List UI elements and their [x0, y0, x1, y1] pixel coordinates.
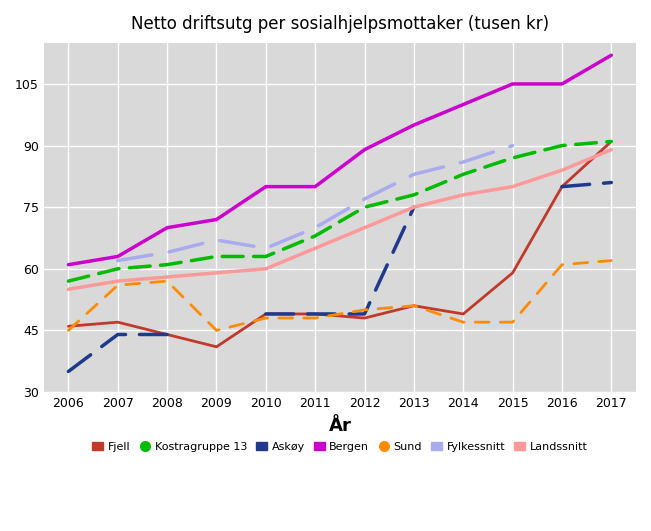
Kostragruppe 13 — [311, 233, 319, 239]
Line: Fjell: Fjell — [68, 141, 611, 347]
Bergen — [410, 122, 418, 128]
Kostragruppe 13 — [508, 155, 516, 161]
Sund — [311, 315, 319, 321]
Fylkessnitt — [262, 245, 270, 252]
Sund — [607, 258, 615, 264]
Fylkessnitt — [163, 249, 171, 255]
Kostragruppe 13 — [114, 266, 122, 272]
Sund — [163, 278, 171, 284]
Fjell — [114, 319, 122, 326]
Landssnitt — [361, 225, 368, 231]
Fjell — [163, 331, 171, 338]
Line: Askøy: Askøy — [68, 335, 167, 372]
Sund — [262, 315, 270, 321]
Kostragruppe 13 — [361, 204, 368, 210]
Fjell — [558, 183, 566, 190]
Line: Fylkessnitt: Fylkessnitt — [118, 145, 512, 261]
Fylkessnitt — [213, 237, 221, 243]
Fjell — [361, 315, 368, 321]
Fylkessnitt — [508, 142, 516, 149]
Fjell — [410, 303, 418, 309]
X-axis label: År: År — [329, 417, 352, 435]
Kostragruppe 13 — [460, 171, 467, 177]
Bergen — [460, 101, 467, 108]
Askøy — [64, 369, 72, 375]
Landssnitt — [311, 245, 319, 252]
Askøy — [114, 331, 122, 338]
Line: Bergen: Bergen — [68, 55, 611, 264]
Landssnitt — [410, 204, 418, 210]
Bergen — [607, 52, 615, 58]
Fjell — [262, 311, 270, 317]
Fjell — [460, 311, 467, 317]
Sund — [361, 307, 368, 313]
Bergen — [213, 216, 221, 222]
Fjell — [213, 344, 221, 350]
Kostragruppe 13 — [163, 261, 171, 268]
Line: Kostragruppe 13: Kostragruppe 13 — [68, 141, 611, 281]
Fylkessnitt — [410, 171, 418, 177]
Sund — [460, 319, 467, 326]
Fjell — [311, 311, 319, 317]
Bergen — [64, 261, 72, 268]
Legend: Fjell, Kostragruppe 13, Askøy, Bergen, Sund, Fylkessnitt, Landssnitt: Fjell, Kostragruppe 13, Askøy, Bergen, S… — [88, 437, 592, 456]
Fjell — [508, 270, 516, 276]
Kostragruppe 13 — [262, 253, 270, 260]
Askøy — [163, 331, 171, 338]
Bergen — [361, 147, 368, 153]
Landssnitt — [558, 167, 566, 174]
Bergen — [508, 81, 516, 87]
Sund — [64, 327, 72, 333]
Landssnitt — [460, 192, 467, 198]
Kostragruppe 13 — [213, 253, 221, 260]
Kostragruppe 13 — [64, 278, 72, 284]
Bergen — [114, 253, 122, 260]
Sund — [410, 303, 418, 309]
Bergen — [262, 183, 270, 190]
Bergen — [311, 183, 319, 190]
Landssnitt — [262, 266, 270, 272]
Landssnitt — [508, 183, 516, 190]
Landssnitt — [64, 286, 72, 293]
Fylkessnitt — [361, 196, 368, 202]
Landssnitt — [163, 274, 171, 280]
Sund — [558, 261, 566, 268]
Fjell — [64, 323, 72, 329]
Bergen — [558, 81, 566, 87]
Bergen — [163, 225, 171, 231]
Line: Sund: Sund — [68, 261, 611, 330]
Fylkessnitt — [460, 159, 467, 165]
Sund — [213, 327, 221, 333]
Fjell — [607, 138, 615, 144]
Line: Landssnitt: Landssnitt — [68, 150, 611, 289]
Sund — [508, 319, 516, 326]
Landssnitt — [213, 270, 221, 276]
Fylkessnitt — [114, 258, 122, 264]
Landssnitt — [607, 147, 615, 153]
Kostragruppe 13 — [607, 138, 615, 144]
Sund — [114, 282, 122, 288]
Fylkessnitt — [311, 225, 319, 231]
Title: Netto driftsutg per sosialhjelpsmottaker (tusen kr): Netto driftsutg per sosialhjelpsmottaker… — [131, 15, 549, 33]
Kostragruppe 13 — [410, 192, 418, 198]
Kostragruppe 13 — [558, 142, 566, 149]
Landssnitt — [114, 278, 122, 284]
